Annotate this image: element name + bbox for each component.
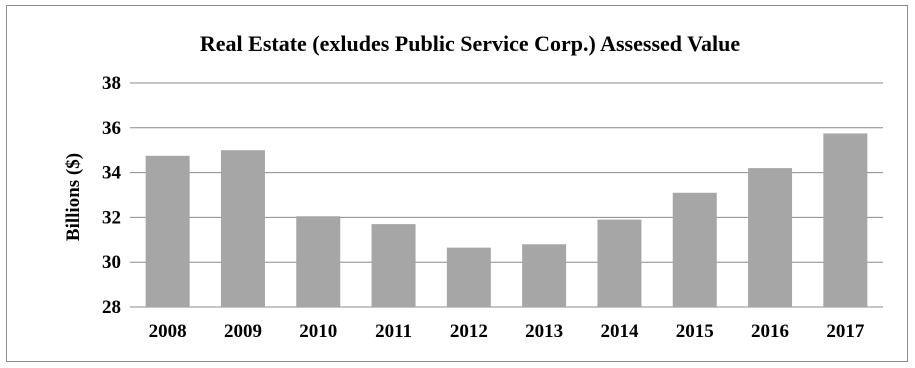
x-tick-label: 2010 (299, 321, 337, 342)
bar-2014 (597, 219, 642, 307)
y-tick-label: 38 (102, 73, 121, 94)
chart-title: Real Estate (exludes Public Service Corp… (200, 31, 740, 56)
bars (145, 133, 868, 307)
y-axis-ticks: 28 30 32 34 36 38 (102, 73, 122, 318)
y-tick-label: 30 (102, 252, 121, 273)
x-tick-label: 2012 (450, 321, 488, 342)
x-tick-label: 2016 (751, 321, 789, 342)
x-tick-label: 2009 (224, 321, 262, 342)
x-tick-label: 2017 (826, 321, 865, 342)
y-tick-label: 32 (102, 207, 121, 228)
x-tick-label: 2011 (375, 321, 412, 342)
bar-2011 (371, 224, 416, 307)
y-tick-label: 36 (102, 118, 121, 139)
bar-2015 (672, 192, 717, 307)
bar-2009 (220, 150, 265, 307)
bar-2008 (145, 155, 190, 307)
bar-2010 (296, 216, 341, 307)
x-axis-ticks: 2008 2009 2010 2011 2012 2013 2014 2015 2016 2017 (149, 321, 865, 342)
y-axis-title: Billions ($) (63, 153, 84, 241)
x-tick-label: 2014 (600, 321, 639, 342)
x-tick-label: 2013 (525, 321, 563, 342)
bar-2012 (446, 247, 491, 307)
x-tick-label: 2008 (149, 321, 187, 342)
bar-2017 (823, 133, 868, 307)
y-tick-label: 34 (102, 163, 122, 184)
x-tick-label: 2015 (676, 321, 714, 342)
bar-2016 (748, 168, 793, 307)
y-tick-label: 28 (102, 297, 121, 318)
bar-2013 (522, 244, 567, 307)
